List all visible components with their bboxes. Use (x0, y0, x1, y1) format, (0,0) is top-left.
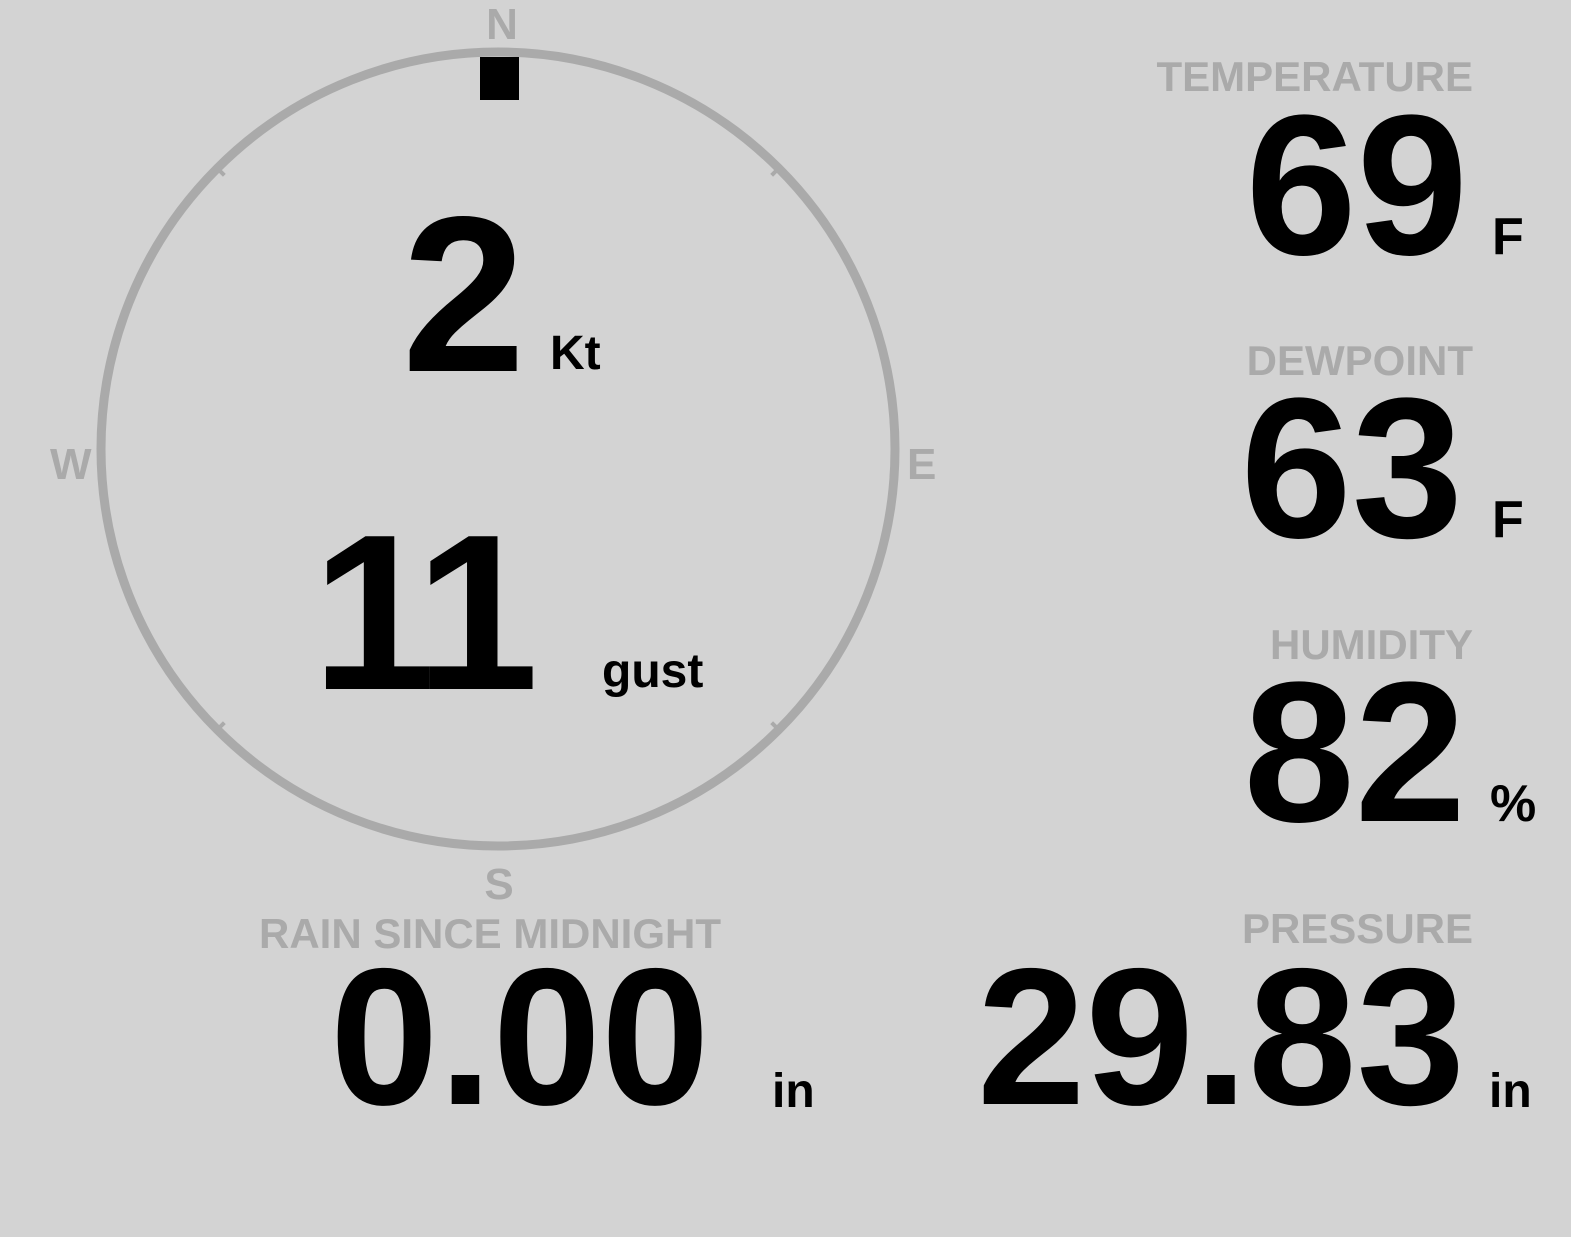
pressure-label: PRESSURE (1241, 905, 1473, 952)
dewpoint-value: 63 (1240, 357, 1463, 580)
rain-value: 0.00 (330, 928, 710, 1146)
compass-e: E (907, 440, 937, 489)
compass-tick (214, 165, 226, 177)
humidity-label: HUMIDITY (1270, 621, 1473, 668)
compass-ring (96, 47, 900, 851)
dewpoint-unit: F (1492, 491, 1524, 549)
humidity-value: 82 (1243, 641, 1466, 864)
rain-unit: in (772, 1065, 815, 1118)
humidity-unit: % (1490, 775, 1537, 833)
wind-gust: 11 (312, 489, 539, 737)
compass-tick (214, 721, 226, 733)
compass-w: W (50, 440, 92, 489)
compass-tick (770, 165, 782, 177)
dewpoint-label: DEWPOINT (1246, 337, 1473, 384)
wind-speed: 2 (402, 171, 526, 419)
temperature-unit: F (1492, 208, 1524, 266)
wind-direction-marker (480, 57, 519, 100)
pressure-value: 29.83 (977, 928, 1465, 1146)
compass-n: N (486, 0, 518, 49)
rain-label: RAIN SINCE MIDNIGHT (259, 910, 721, 957)
temperature-label: TEMPERATURE (1156, 53, 1473, 100)
compass-s: S (484, 860, 514, 909)
pressure-unit: in (1489, 1065, 1532, 1118)
wind-gust-label: gust (602, 645, 704, 698)
wind-speed-unit: Kt (550, 327, 601, 380)
temperature-value: 69 (1245, 74, 1468, 297)
compass-tick (770, 721, 782, 733)
